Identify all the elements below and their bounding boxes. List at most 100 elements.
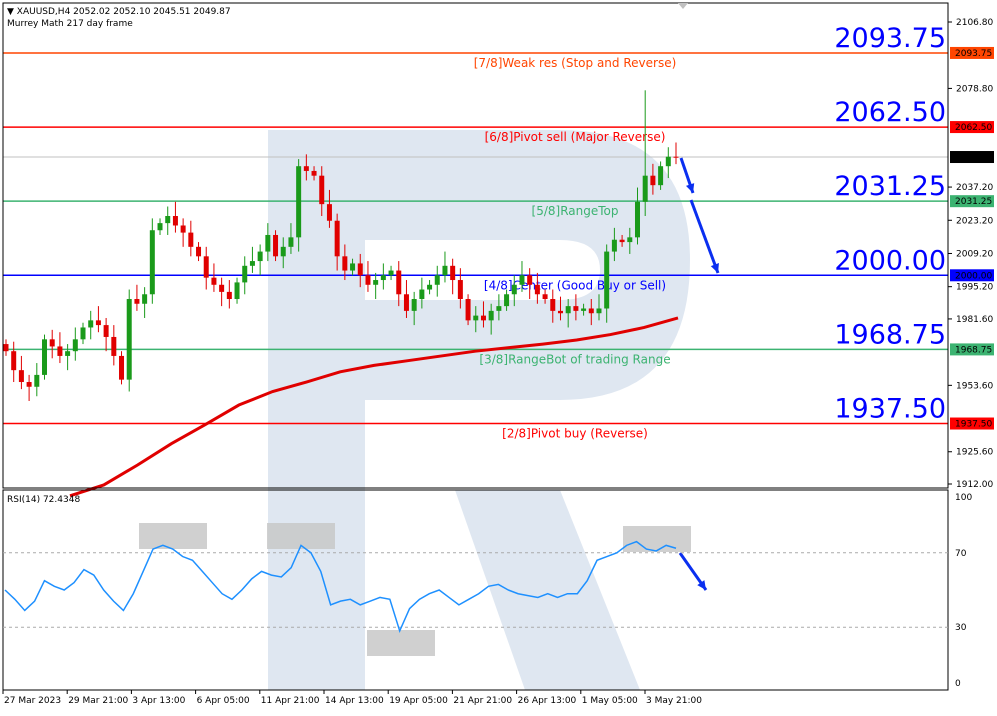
candle-body [326, 204, 332, 221]
price-tag-label: 2000.00 [955, 271, 992, 281]
price-tag-label: 2031.25 [955, 197, 992, 207]
price-tick-label: 1995.20 [956, 283, 993, 293]
time-label: 27 Mar 2023 [4, 696, 61, 706]
candle-body [42, 339, 48, 375]
candle-body [119, 355, 125, 380]
murrey-level-label: [3/8]RangeBot of trading Range [479, 352, 670, 366]
candle-body [573, 306, 579, 311]
murrey-level-value: 2000.00 [834, 245, 946, 276]
candle-body [288, 237, 294, 247]
candle-body [95, 320, 101, 326]
price-tick-label: 1981.60 [956, 315, 993, 325]
time-label: 26 Apr 13:00 [518, 696, 577, 706]
candle-body [180, 225, 186, 233]
rsi-tick-label: 100 [955, 493, 972, 503]
candle-body [403, 294, 409, 311]
candle-body [634, 201, 640, 238]
candle-body [504, 294, 510, 307]
candle-body [165, 216, 171, 224]
price-tag [950, 417, 994, 430]
candle-body [3, 344, 9, 352]
candle-body [34, 374, 40, 387]
current-price-tag-label: 2049.87 [955, 153, 992, 163]
price-tag [950, 343, 994, 356]
candle-body [619, 239, 625, 243]
candle-body [396, 270, 402, 295]
price-tick-label: 2009.20 [956, 249, 993, 259]
rsi-tick-label: 0 [955, 679, 961, 689]
time-label: 3 May 21:00 [646, 696, 702, 706]
candle-body [588, 308, 594, 314]
candle-body [557, 310, 563, 314]
forecast-arrow [689, 199, 720, 274]
price-tag [950, 121, 994, 134]
moving-average-line [69, 316, 679, 498]
time-label: 14 Apr 13:00 [325, 696, 384, 706]
candle-body [534, 284, 540, 295]
time-axis: 27 Mar 2023 29 Mar 21:00 3 Apr 13:00 6 Apr … [2, 690, 702, 706]
highlight-box [367, 630, 435, 656]
candle-body [450, 265, 456, 281]
candle-body [88, 320, 94, 328]
candle-body [627, 237, 633, 243]
candle-body [57, 346, 63, 356]
candle-body [519, 275, 525, 285]
candle-body [527, 275, 533, 285]
candle-body [280, 246, 286, 257]
candle-body [265, 234, 271, 252]
price-tick-label: 1953.60 [956, 381, 993, 391]
candle-body [357, 263, 363, 276]
candle-body [434, 275, 440, 285]
candle-body [419, 289, 425, 300]
murrey-level-label: [5/8]RangeTop [532, 204, 619, 218]
candle-body [111, 336, 117, 356]
rsi-line [4, 540, 677, 634]
candle-body [473, 315, 479, 321]
forecast-arrows [678, 157, 720, 591]
rsi-label: RSI(14) 72.4348 [7, 495, 80, 505]
candle-body [72, 339, 78, 352]
indicator-name: Murrey Math 217 day frame [7, 19, 133, 29]
candle-body [550, 299, 556, 311]
arrow-head-icon [710, 263, 719, 273]
rsi-panel-border [2, 489, 949, 691]
candle-body [188, 232, 194, 247]
price-tick-label: 1912.00 [956, 480, 993, 490]
scroll-marker-icon[interactable] [678, 3, 688, 9]
candle-body [219, 284, 225, 292]
highlight-box [623, 526, 691, 552]
candle-body [411, 299, 417, 311]
candle-body [157, 223, 163, 231]
candle-body [611, 239, 617, 252]
highlight-box [139, 523, 207, 549]
murrey-level-label: [2/8]Pivot buy (Reverse) [502, 427, 648, 441]
murrey-level-value: 2062.50 [834, 97, 946, 128]
candle-body [673, 156, 679, 158]
candle-body [658, 166, 664, 186]
candle-body [342, 256, 348, 271]
arrow-head-icon [697, 580, 706, 590]
candle-body [211, 277, 217, 285]
price-panel-border [2, 2, 949, 489]
price-tick-label: 1925.60 [956, 448, 993, 458]
candle-body [427, 284, 433, 290]
rsi-tick-label: 30 [955, 623, 967, 633]
candle-body [296, 166, 302, 238]
candle-body [26, 382, 32, 387]
murrey-level-value: 1968.75 [834, 319, 946, 350]
murrey-level-value: 2093.75 [834, 23, 946, 54]
price-tag-label: 1937.50 [955, 420, 992, 430]
candle-body [581, 308, 587, 311]
collapse-triangle-icon: ▼ [7, 7, 17, 17]
candle-body [373, 280, 379, 285]
time-label: 19 Apr 05:00 [389, 696, 448, 706]
candle-body [642, 175, 648, 202]
price-tick-label: 2023.20 [956, 216, 993, 226]
price-tag-label: 1968.75 [955, 345, 992, 355]
candle-body [149, 230, 155, 295]
time-label: 3 Apr 13:00 [132, 696, 185, 706]
candle-body [604, 251, 610, 309]
candle-body [480, 315, 486, 321]
symbol-header: ▼ XAUUSD,H4 2052.02 2052.10 2045.51 2049… [7, 7, 231, 17]
